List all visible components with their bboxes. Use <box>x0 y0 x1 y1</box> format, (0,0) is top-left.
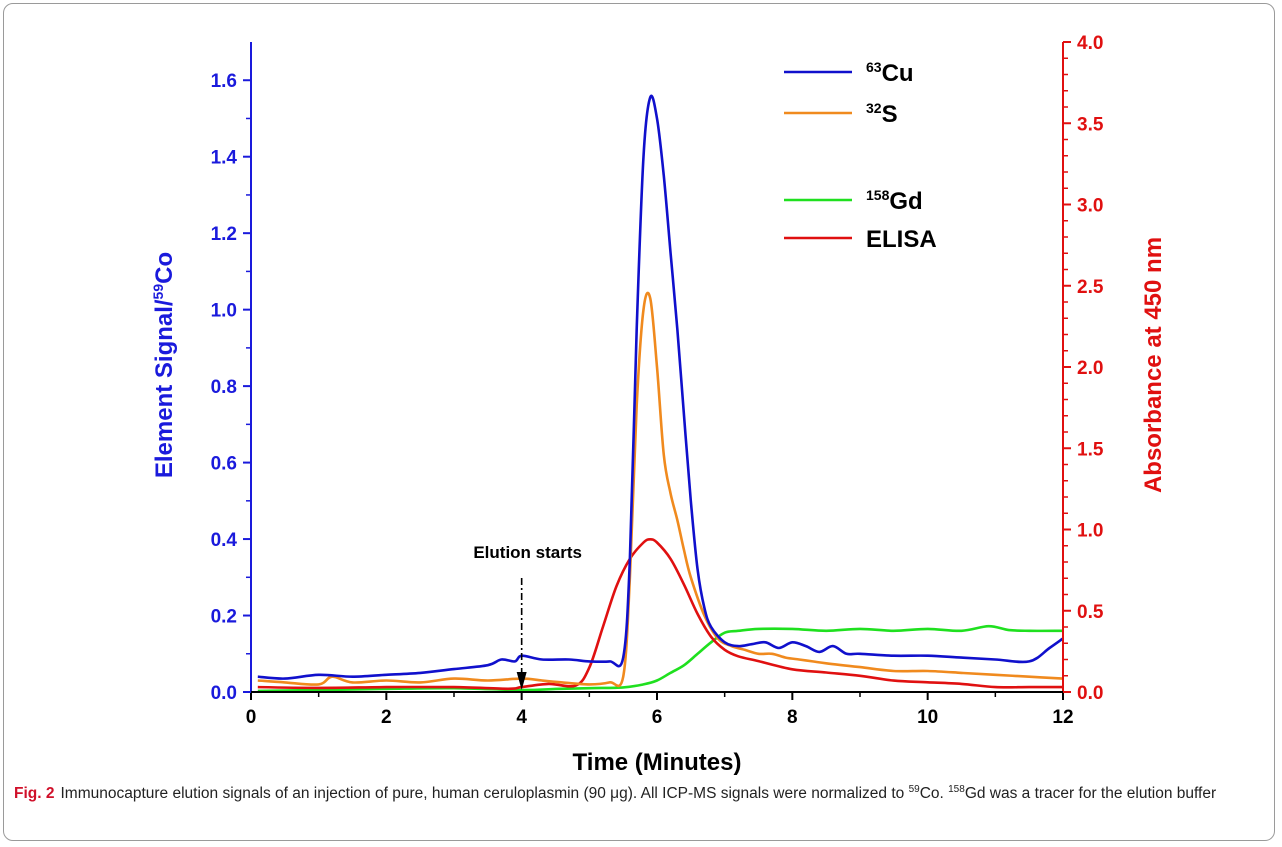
x-tick-label: 4 <box>516 707 527 728</box>
y-right-tick-label: 3.0 <box>1077 196 1103 217</box>
x-tick-label: 6 <box>652 707 663 728</box>
legend-label: ELISA <box>866 226 937 253</box>
y-left-tick-label: 0.0 <box>211 683 237 704</box>
figure-caption: Fig. 2 Immunocapture elution signals of a… <box>14 778 1264 805</box>
y-right-tick-label: 1.5 <box>1077 439 1104 460</box>
y-right-tick-label: 4.0 <box>1077 33 1103 54</box>
y-axis-left-title-sup: 59 <box>150 284 166 300</box>
y-left-tick-label: 1.6 <box>211 71 237 92</box>
y-right-tick-label: 2.0 <box>1077 358 1103 379</box>
legend-label: 63Cu <box>866 59 914 87</box>
y-axis-left-title-main: Element Signal/ <box>151 299 178 478</box>
y-left-tick-label: 1.2 <box>211 224 237 245</box>
x-tick-label: 8 <box>787 707 798 728</box>
y-left-tick-label: 1.0 <box>211 301 237 322</box>
y-left-tick-label: 0.8 <box>211 377 237 398</box>
caption-text-1: Immunocapture elution signals of an inje… <box>60 785 909 803</box>
elisa-series-line <box>257 538 1063 691</box>
x-tick-label: 2 <box>381 707 392 728</box>
caption-sup-1: 59 <box>908 784 920 795</box>
caption-text-2: Co. <box>919 785 949 803</box>
y-right-tick-label: 0.5 <box>1077 602 1104 623</box>
x-tick-label: 12 <box>1052 707 1073 728</box>
y-axis-right-title: Absorbance at 450 nm <box>1140 237 1167 493</box>
annotation-arrow-head <box>516 672 527 690</box>
y-right-tick-label: 1.0 <box>1077 521 1103 542</box>
elution-annotation: Elution starts <box>473 543 582 690</box>
chart: 0 2 4 6 8 10 120.00.20.40.60.81.01.21.41.60.00… <box>150 33 1167 775</box>
y-left-tick-label: 1.4 <box>211 148 238 169</box>
y-left-tick-label: 0.4 <box>211 530 238 551</box>
gd-series-line <box>257 624 1064 693</box>
x-tick-label: 10 <box>917 707 938 728</box>
y-axis-left-title-suffix: Co <box>151 252 178 284</box>
legend: 63Cu 32S 158Gd ELISA <box>784 59 937 253</box>
legend-label: 32S <box>866 100 898 128</box>
cu-series-line <box>257 94 1064 680</box>
figure-label: Fig. 2 <box>14 785 55 803</box>
y-left-tick-label: 0.2 <box>211 607 237 628</box>
caption-text-3: Gd was a tracer for the elution buffer <box>964 785 1217 803</box>
annotation-text: Elution starts <box>473 543 582 562</box>
y-left-tick-label: 0.6 <box>211 454 237 475</box>
caption-sup-2: 158 <box>948 784 965 795</box>
y-axis-left-title: Element Signal/59Co <box>150 252 178 478</box>
y-right-tick-label: 3.5 <box>1077 114 1104 135</box>
y-right-tick-label: 2.5 <box>1077 277 1104 298</box>
legend-label: 158Gd <box>866 187 923 215</box>
x-axis-title: Time (Minutes) <box>573 749 742 775</box>
x-tick-label: 0 <box>246 707 257 728</box>
s-series-line <box>257 291 1064 688</box>
y-right-tick-label: 0.0 <box>1077 683 1103 704</box>
